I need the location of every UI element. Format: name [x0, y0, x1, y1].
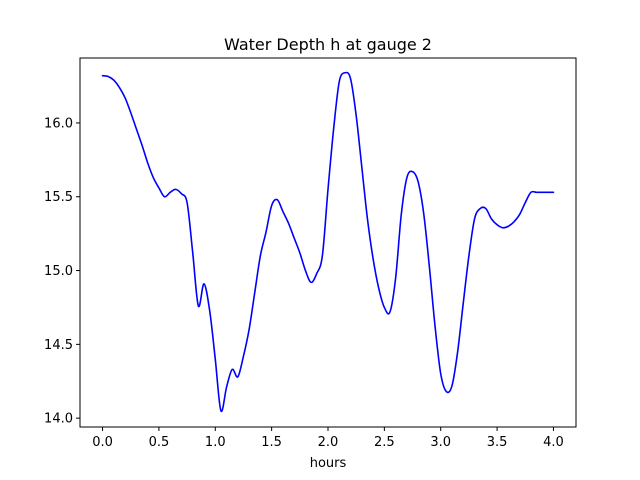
x-tick-label: 3.0: [430, 435, 451, 450]
x-tick-label: 1.0: [205, 435, 226, 450]
chart-title: Water Depth h at gauge 2: [224, 35, 432, 54]
x-tick-label: 0.5: [149, 435, 170, 450]
x-axis-label: hours: [310, 456, 347, 471]
y-tick-label: 16.0: [44, 116, 73, 131]
plot-frame: [79, 57, 577, 428]
x-tick-label: 2.5: [374, 435, 395, 450]
series-line: [101, 71, 555, 413]
x-axis-ticks: 0.0 0.5 1.0 1.5 2.0 2.5 3.0 3.5 4.0: [92, 427, 564, 450]
x-tick-label: 3.5: [487, 435, 508, 450]
y-axis-ticks: 14.0 14.5 15.0 15.5 16.0: [44, 116, 80, 427]
x-tick-label: 1.5: [261, 435, 282, 450]
y-tick-label: 14.5: [44, 338, 73, 353]
y-tick-label: 15.5: [44, 190, 73, 205]
x-tick-label: 0.0: [92, 435, 113, 450]
x-tick-label: 4.0: [543, 435, 564, 450]
y-tick-label: 14.0: [44, 412, 73, 427]
y-tick-label: 15.0: [44, 264, 73, 279]
x-tick-label: 2.0: [318, 435, 339, 450]
